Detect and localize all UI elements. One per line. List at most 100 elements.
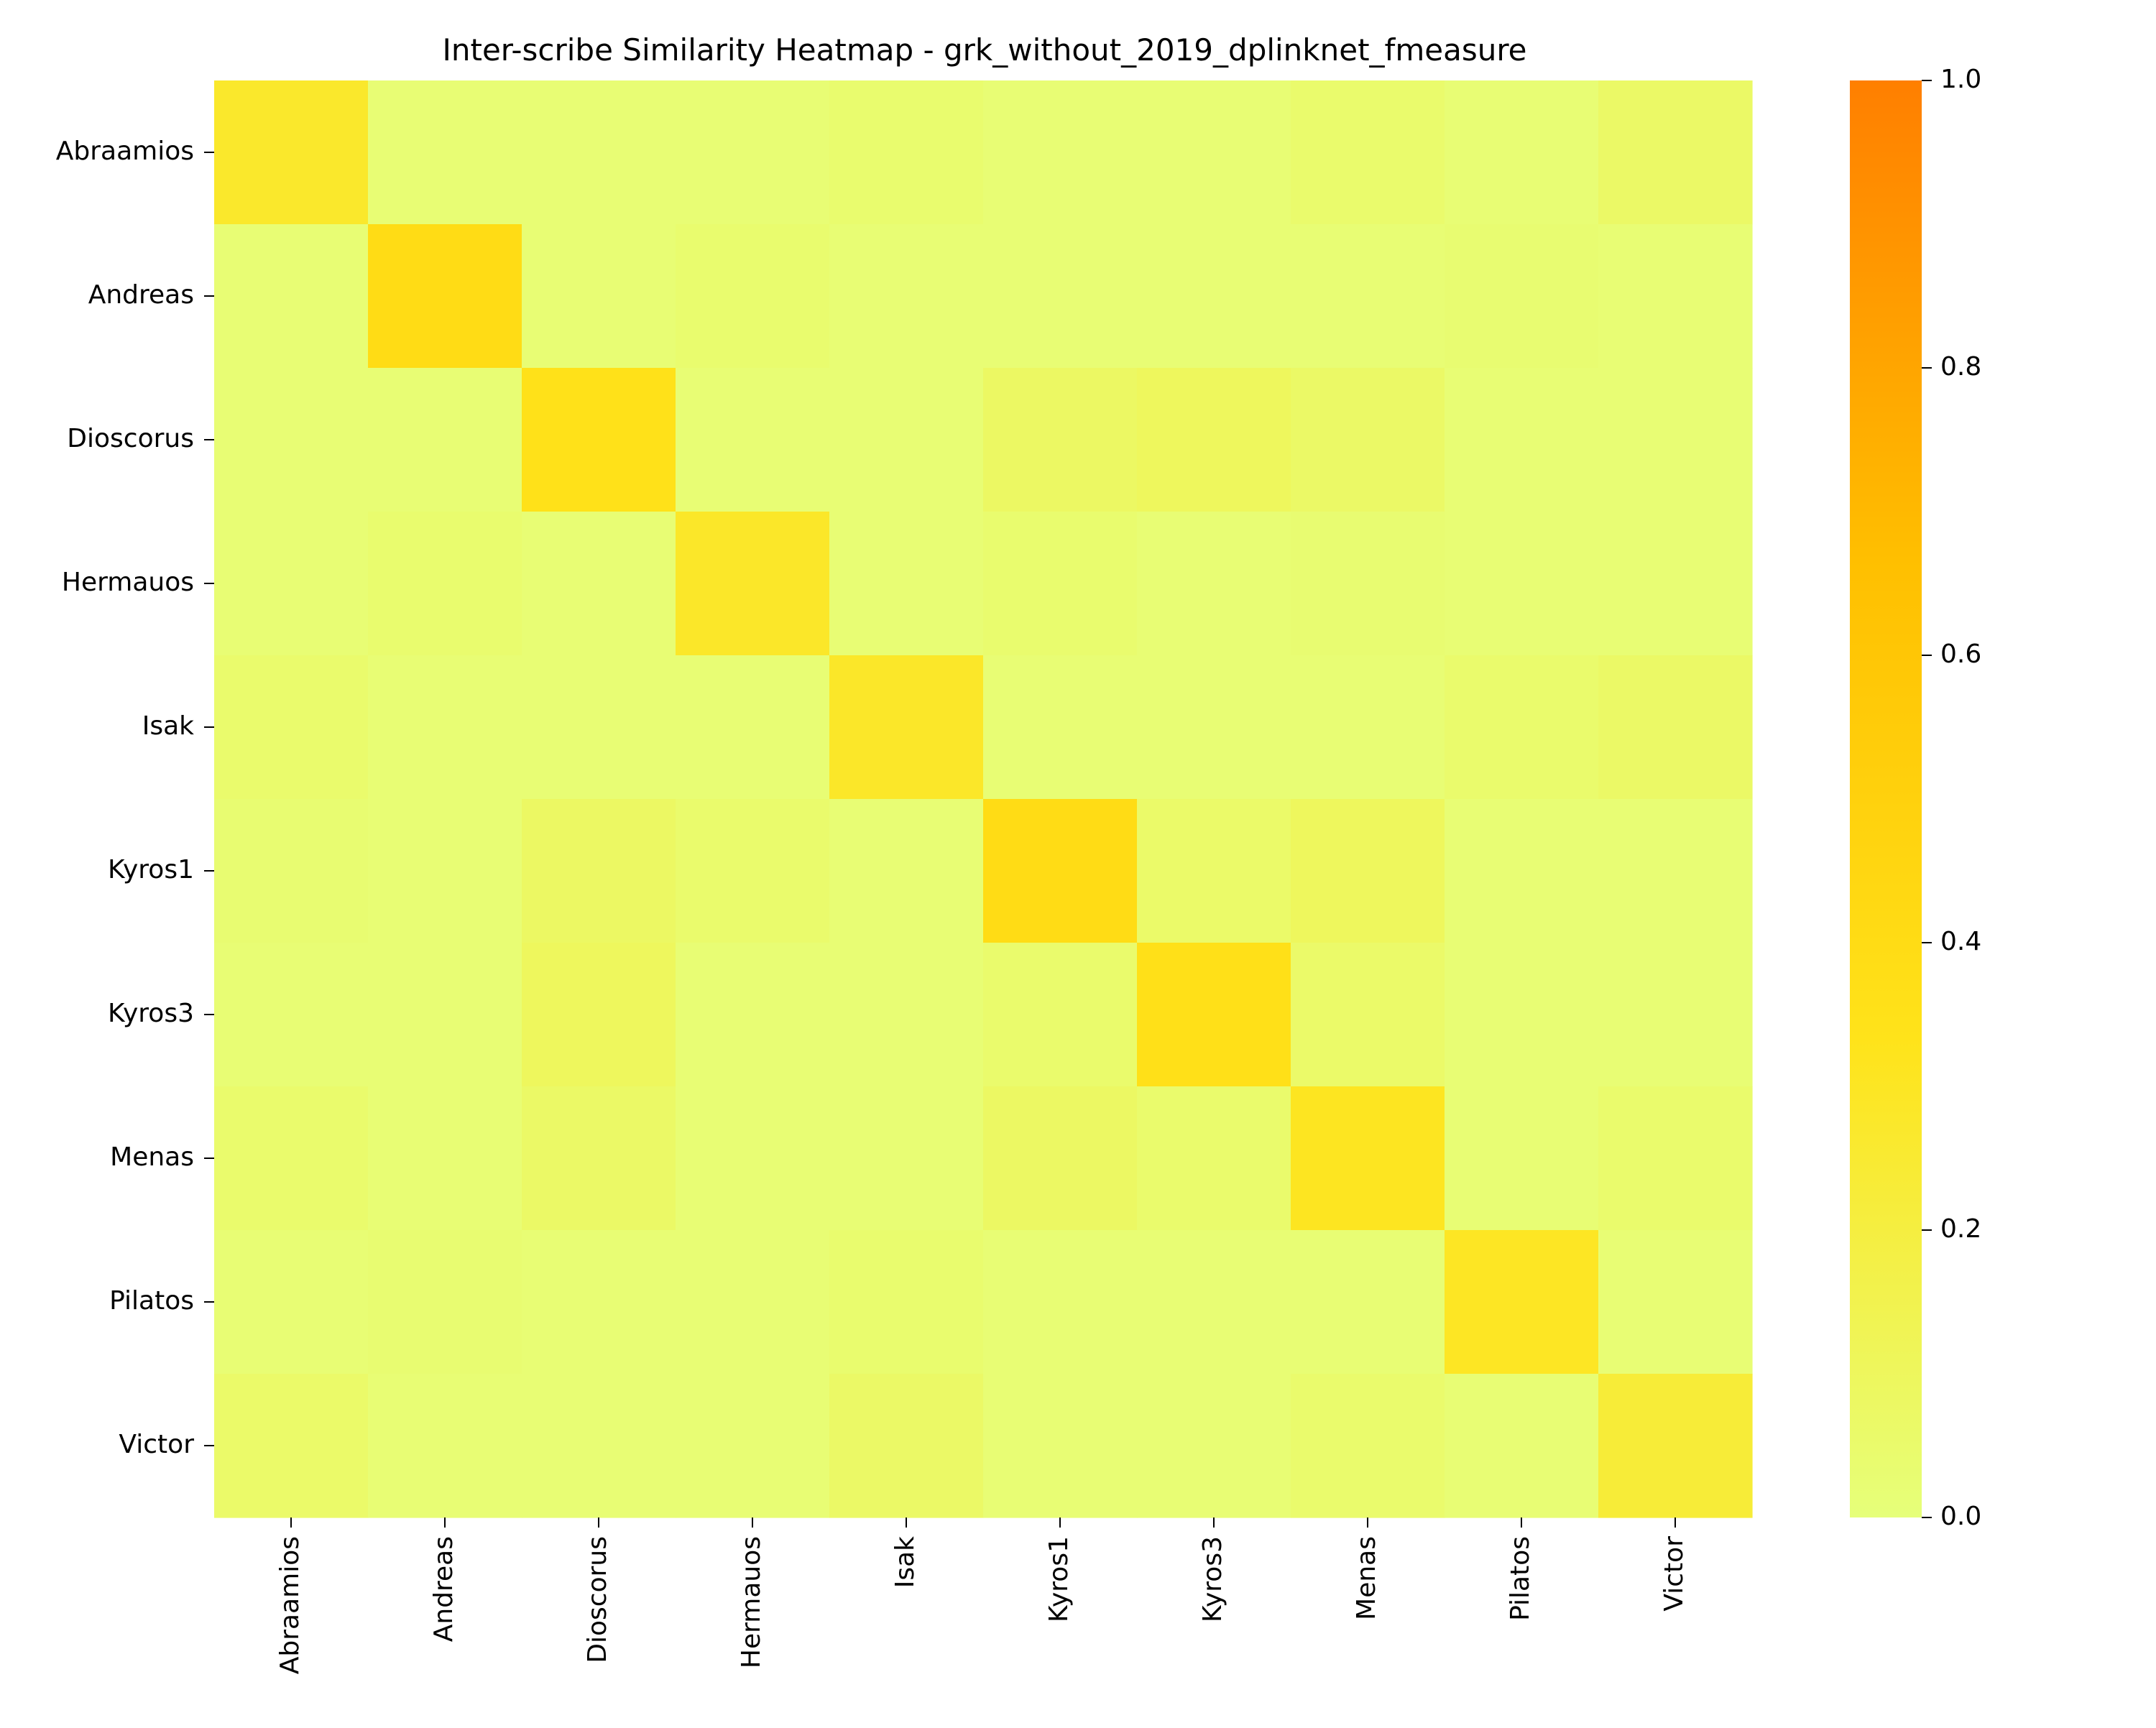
heatmap-cell-pilatos-menas [1291, 1230, 1445, 1374]
heatmap-cell-isak-abraamios [214, 655, 369, 800]
heatmap-cell-pilatos-kyros1 [983, 1230, 1138, 1374]
heatmap-cell-abraamios-hermauos [676, 80, 830, 225]
heatmap-cell-abraamios-pilatos [1445, 80, 1599, 225]
row-label-kyros1: Kyros1 [108, 855, 194, 884]
heatmap-cell-hermauos-kyros1 [983, 512, 1138, 656]
heatmap-cell-kyros3-kyros1 [983, 943, 1138, 1087]
column-label-abraamios: Abraamios [275, 1536, 305, 1674]
heatmap-cell-isak-victor [1598, 655, 1753, 800]
heatmap-cell-hermauos-andreas [368, 512, 522, 656]
heatmap-cell-kyros1-pilatos [1445, 799, 1599, 943]
heatmap-cell-isak-isak [829, 655, 984, 800]
heatmap-cell-kyros1-abraamios [214, 799, 369, 943]
heatmap-cell-isak-dioscorus [522, 655, 676, 800]
heatmap-cell-dioscorus-kyros3 [1137, 368, 1291, 512]
heatmap-cell-menas-pilatos [1445, 1086, 1599, 1231]
heatmap-cell-andreas-dioscorus [522, 224, 676, 369]
heatmap-cell-abraamios-kyros3 [1137, 80, 1291, 225]
heatmap-cell-dioscorus-hermauos [676, 368, 830, 512]
heatmap-cell-isak-kyros3 [1137, 655, 1291, 800]
heatmap-cell-hermauos-victor [1598, 512, 1753, 656]
heatmap-cell-victor-menas [1291, 1374, 1445, 1518]
column-label-hermauos: Hermauos [737, 1536, 766, 1668]
heatmap-cell-andreas-abraamios [214, 224, 369, 369]
heatmap-cell-menas-kyros1 [983, 1086, 1138, 1231]
heatmap-cell-menas-isak [829, 1086, 984, 1231]
heatmap-cells [214, 80, 1753, 1518]
heatmap-cell-kyros3-hermauos [676, 943, 830, 1087]
heatmap-cell-kyros1-victor [1598, 799, 1753, 943]
heatmap-cell-kyros3-victor [1598, 943, 1753, 1087]
heatmap-cell-kyros1-menas [1291, 799, 1445, 943]
row-label-abraamios: Abraamios [56, 137, 194, 166]
column-label-kyros3: Kyros3 [1198, 1536, 1227, 1622]
colorbar-tick-label: 0.6 [1940, 639, 1981, 669]
heatmap-cell-kyros1-hermauos [676, 799, 830, 943]
heatmap-cell-victor-kyros1 [983, 1374, 1138, 1518]
heatmap-cell-victor-andreas [368, 1374, 522, 1518]
heatmap-cell-kyros3-pilatos [1445, 943, 1599, 1087]
heatmap-cell-andreas-victor [1598, 224, 1753, 369]
heatmap-cell-victor-kyros3 [1137, 1374, 1291, 1518]
heatmap-cell-pilatos-hermauos [676, 1230, 830, 1374]
heatmap-cell-victor-dioscorus [522, 1374, 676, 1518]
heatmap-cell-kyros1-kyros3 [1137, 799, 1291, 943]
heatmap-cell-menas-abraamios [214, 1086, 369, 1231]
heatmap-cell-kyros3-kyros3 [1137, 943, 1291, 1087]
heatmap-cell-hermauos-menas [1291, 512, 1445, 656]
heatmap-cell-kyros3-dioscorus [522, 943, 676, 1087]
heatmap-cell-hermauos-abraamios [214, 512, 369, 656]
heatmap-cell-victor-isak [829, 1374, 984, 1518]
heatmap-cell-victor-pilatos [1445, 1374, 1599, 1518]
heatmap-cell-kyros1-dioscorus [522, 799, 676, 943]
heatmap-cell-isak-pilatos [1445, 655, 1599, 800]
row-label-menas: Menas [110, 1142, 194, 1172]
heatmap-cell-abraamios-isak [829, 80, 984, 225]
heatmap-cell-menas-victor [1598, 1086, 1753, 1231]
heatmap-cell-kyros3-abraamios [214, 943, 369, 1087]
column-label-kyros1: Kyros1 [1044, 1536, 1074, 1622]
heatmap-cell-dioscorus-abraamios [214, 368, 369, 512]
column-label-menas: Menas [1352, 1536, 1381, 1620]
heatmap-cell-abraamios-abraamios [214, 80, 369, 225]
heatmap-cell-pilatos-dioscorus [522, 1230, 676, 1374]
heatmap-cell-dioscorus-victor [1598, 368, 1753, 512]
chart-title: Inter-scribe Similarity Heatmap - grk_wi… [442, 32, 1526, 68]
colorbar-tick-label: 0.8 [1940, 352, 1981, 382]
heatmap-cell-kyros3-andreas [368, 943, 522, 1087]
heatmap-cell-andreas-pilatos [1445, 224, 1599, 369]
heatmap-cell-pilatos-andreas [368, 1230, 522, 1374]
heatmap-cell-isak-menas [1291, 655, 1445, 800]
heatmap-cell-andreas-menas [1291, 224, 1445, 369]
heatmap-cell-dioscorus-andreas [368, 368, 522, 512]
column-label-pilatos: Pilatos [1506, 1536, 1535, 1621]
column-labels: Abraamios Andreas Dioscorus Hermauos Isak Kyr… [275, 1517, 1689, 1674]
heatmap-cell-dioscorus-kyros1 [983, 368, 1138, 512]
heatmap-cell-andreas-hermauos [676, 224, 830, 369]
heatmap-cell-isak-andreas [368, 655, 522, 800]
heatmap-cell-andreas-kyros1 [983, 224, 1138, 369]
colorbar-tick-label: 1.0 [1940, 65, 1981, 94]
row-label-victor: Victor [119, 1430, 194, 1459]
colorbar-ticks: 0.0 0.2 0.4 0.6 0.8 1.0 [1922, 65, 1981, 1531]
heatmap-cell-abraamios-menas [1291, 80, 1445, 225]
heatmap-cell-abraamios-andreas [368, 80, 522, 225]
heatmap-cell-victor-hermauos [676, 1374, 830, 1518]
heatmap-cell-pilatos-kyros3 [1137, 1230, 1291, 1374]
colorbar [1850, 80, 1922, 1517]
heatmap-cell-dioscorus-pilatos [1445, 368, 1599, 512]
heatmap-cell-andreas-andreas [368, 224, 522, 369]
heatmap-cell-isak-kyros1 [983, 655, 1138, 800]
heatmap-cell-kyros1-kyros1 [983, 799, 1138, 943]
column-label-isak: Isak [890, 1536, 920, 1588]
heatmap-cell-menas-andreas [368, 1086, 522, 1231]
heatmap-cell-dioscorus-dioscorus [522, 368, 676, 512]
heatmap-cell-andreas-kyros3 [1137, 224, 1291, 369]
column-label-victor: Victor [1659, 1536, 1689, 1612]
heatmap-cell-dioscorus-isak [829, 368, 984, 512]
heatmap-cell-kyros1-andreas [368, 799, 522, 943]
heatmap-cell-dioscorus-menas [1291, 368, 1445, 512]
row-label-andreas: Andreas [88, 280, 194, 310]
heatmap-cell-abraamios-dioscorus [522, 80, 676, 225]
